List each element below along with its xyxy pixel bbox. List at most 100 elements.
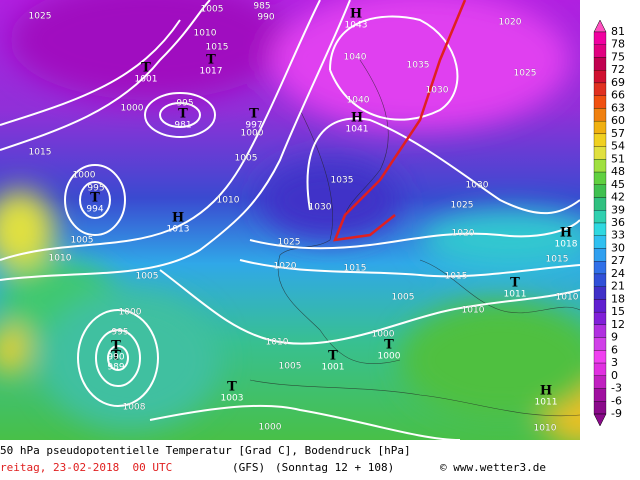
- center-pressure: 1013: [167, 225, 190, 235]
- center-pressure: 990: [107, 353, 124, 363]
- center-pressure: 997: [245, 121, 262, 131]
- isobar-label: 995: [111, 328, 128, 338]
- scale-swatch: [593, 324, 607, 338]
- isobar-label: 1010: [462, 306, 485, 316]
- front-line: [333, 0, 467, 242]
- pressure-center: H: [350, 7, 362, 22]
- pressure-center: H: [172, 211, 184, 226]
- isobar-label: 1010: [217, 196, 240, 206]
- pressure-center: T: [328, 349, 338, 364]
- scale-swatch: [593, 133, 607, 147]
- scale-label: 60: [611, 114, 625, 127]
- center-pressure: 1000: [378, 352, 401, 362]
- model-name: (GFS): [232, 461, 266, 474]
- scale-swatch: [593, 299, 607, 313]
- scale-swatch: [593, 171, 607, 185]
- scale-label: 12: [611, 318, 625, 331]
- credit: © www.wetter3.de: [440, 461, 546, 474]
- run-date: reitag, 23-02-2018 00 UTC: [0, 461, 173, 474]
- isobar-label: 1010: [194, 29, 217, 39]
- scale-swatch: [593, 337, 607, 351]
- center-pressure: 1001: [322, 363, 345, 373]
- isobar-label: 985: [253, 2, 270, 12]
- scale-swatch: [593, 375, 607, 389]
- isobar-label: 1000: [119, 308, 142, 318]
- isobar-label: 1010: [534, 424, 557, 434]
- scale-swatch: [593, 248, 607, 262]
- scale-swatch: [593, 95, 607, 109]
- scale-swatch: [593, 210, 607, 224]
- isobar-label: 1005: [235, 154, 258, 164]
- isobar-label: 995: [176, 99, 193, 109]
- isobar-label: 1000: [372, 330, 395, 340]
- scale-top: [593, 19, 607, 33]
- scale-label: 30: [611, 241, 625, 254]
- scale-label: 36: [611, 216, 625, 229]
- scale-label: 45: [611, 178, 625, 191]
- isobar-label: 1025: [514, 69, 537, 79]
- center-pressure: 1017: [200, 67, 223, 77]
- center-pressure: 989: [107, 363, 124, 373]
- isobar-label: 1040: [344, 53, 367, 63]
- pressure-center: T: [510, 276, 520, 291]
- center-pressure: 981: [174, 121, 191, 131]
- pressure-center: T: [178, 107, 188, 122]
- scale-swatch: [593, 311, 607, 326]
- isobar-label: 1000: [259, 423, 282, 433]
- center-pressure: 1001: [135, 75, 158, 85]
- isobar-label: 1005: [201, 5, 224, 15]
- scale-label: 21: [611, 280, 625, 293]
- scale-swatch: [593, 31, 607, 45]
- scale-label: 33: [611, 229, 625, 242]
- isobar-label: 1030: [466, 181, 489, 191]
- center-pressure: 1043: [345, 21, 368, 31]
- color-scale: 8178757269666360575451484542393633302724…: [593, 19, 625, 427]
- scale-label: 42: [611, 191, 625, 204]
- pressure-center: H: [560, 226, 572, 241]
- scale-label: 18: [611, 292, 625, 305]
- isobar-label: 1000: [241, 129, 264, 139]
- pressure-center: T: [206, 53, 216, 68]
- isobars: [0, 0, 580, 440]
- scale-swatch: [593, 261, 607, 275]
- pressure-center: T: [90, 191, 100, 206]
- scale-label: 78: [611, 38, 625, 51]
- scale-swatch: [593, 57, 607, 71]
- isobar-label: 1005: [71, 236, 94, 246]
- scale-label: 15: [611, 305, 625, 318]
- scale-label: 63: [611, 101, 625, 114]
- scale-label: 75: [611, 50, 625, 63]
- coastlines: [249, 59, 580, 417]
- scale-label: 0: [611, 369, 618, 382]
- scale-label: 54: [611, 140, 625, 153]
- scale-swatch: [593, 350, 607, 364]
- center-pressure: 1003: [221, 394, 244, 404]
- scale-label: 57: [611, 127, 625, 140]
- scale-label: 3: [611, 356, 618, 369]
- scale-swatch: [593, 388, 607, 402]
- scale-swatch: [593, 362, 607, 376]
- center-pressure: 1011: [504, 290, 527, 300]
- center-pressure: 1011: [535, 398, 558, 408]
- pressure-center: H: [351, 111, 363, 126]
- isobar-label: 1015: [29, 148, 52, 158]
- pressure-center: T: [141, 61, 151, 76]
- isobar-label: 1030: [426, 86, 449, 96]
- isobar-label: 1025: [278, 238, 301, 248]
- scale-label: -6: [611, 394, 622, 407]
- scale-label: 72: [611, 63, 625, 76]
- map-view: 1025100599098510101015102010251040103510…: [0, 0, 625, 440]
- isobar-label: 1020: [274, 262, 297, 272]
- scale-label: 39: [611, 203, 625, 216]
- isobar-label: 1005: [136, 272, 159, 282]
- scale-label: 6: [611, 343, 618, 356]
- scale-swatch: [593, 70, 607, 84]
- scale-swatch: [593, 184, 607, 198]
- isobar-label: 990: [257, 13, 274, 23]
- scale-swatch: [593, 120, 607, 135]
- isobar-label: 1040: [347, 96, 370, 106]
- scale-swatch: [593, 82, 607, 96]
- isobar-label: 1025: [29, 12, 52, 22]
- scale-label: 69: [611, 76, 625, 89]
